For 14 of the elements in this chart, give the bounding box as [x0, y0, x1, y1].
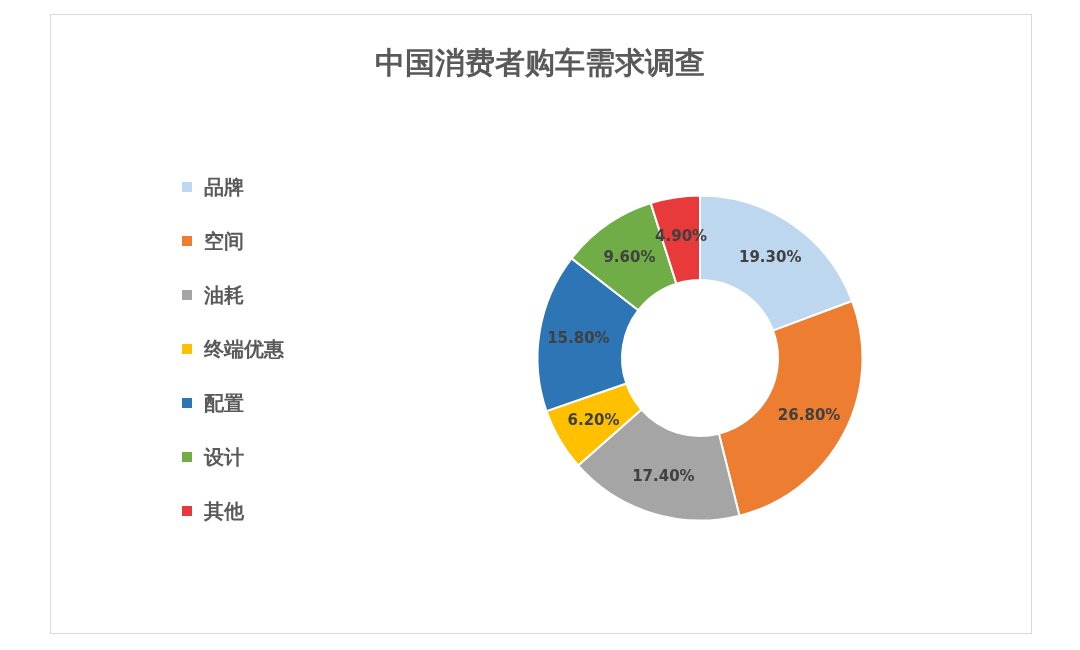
data-label: 17.40%	[632, 466, 695, 485]
chart-title: 中国消费者购车需求调查	[375, 44, 705, 80]
data-label: 15.80%	[547, 328, 610, 347]
legend-label: 配置	[204, 391, 244, 415]
legend-label: 设计	[203, 445, 244, 469]
legend-label: 油耗	[203, 283, 244, 307]
data-label: 26.80%	[777, 406, 841, 425]
data-label: 19.30%	[738, 247, 802, 266]
data-label: 9.60%	[603, 247, 656, 266]
data-label: 6.20%	[567, 411, 620, 430]
legend-label: 其他	[203, 499, 245, 523]
legend-label: 终端优惠	[203, 337, 285, 361]
legend-label: 空间	[204, 229, 244, 253]
legend-label: 品牌	[204, 175, 244, 199]
